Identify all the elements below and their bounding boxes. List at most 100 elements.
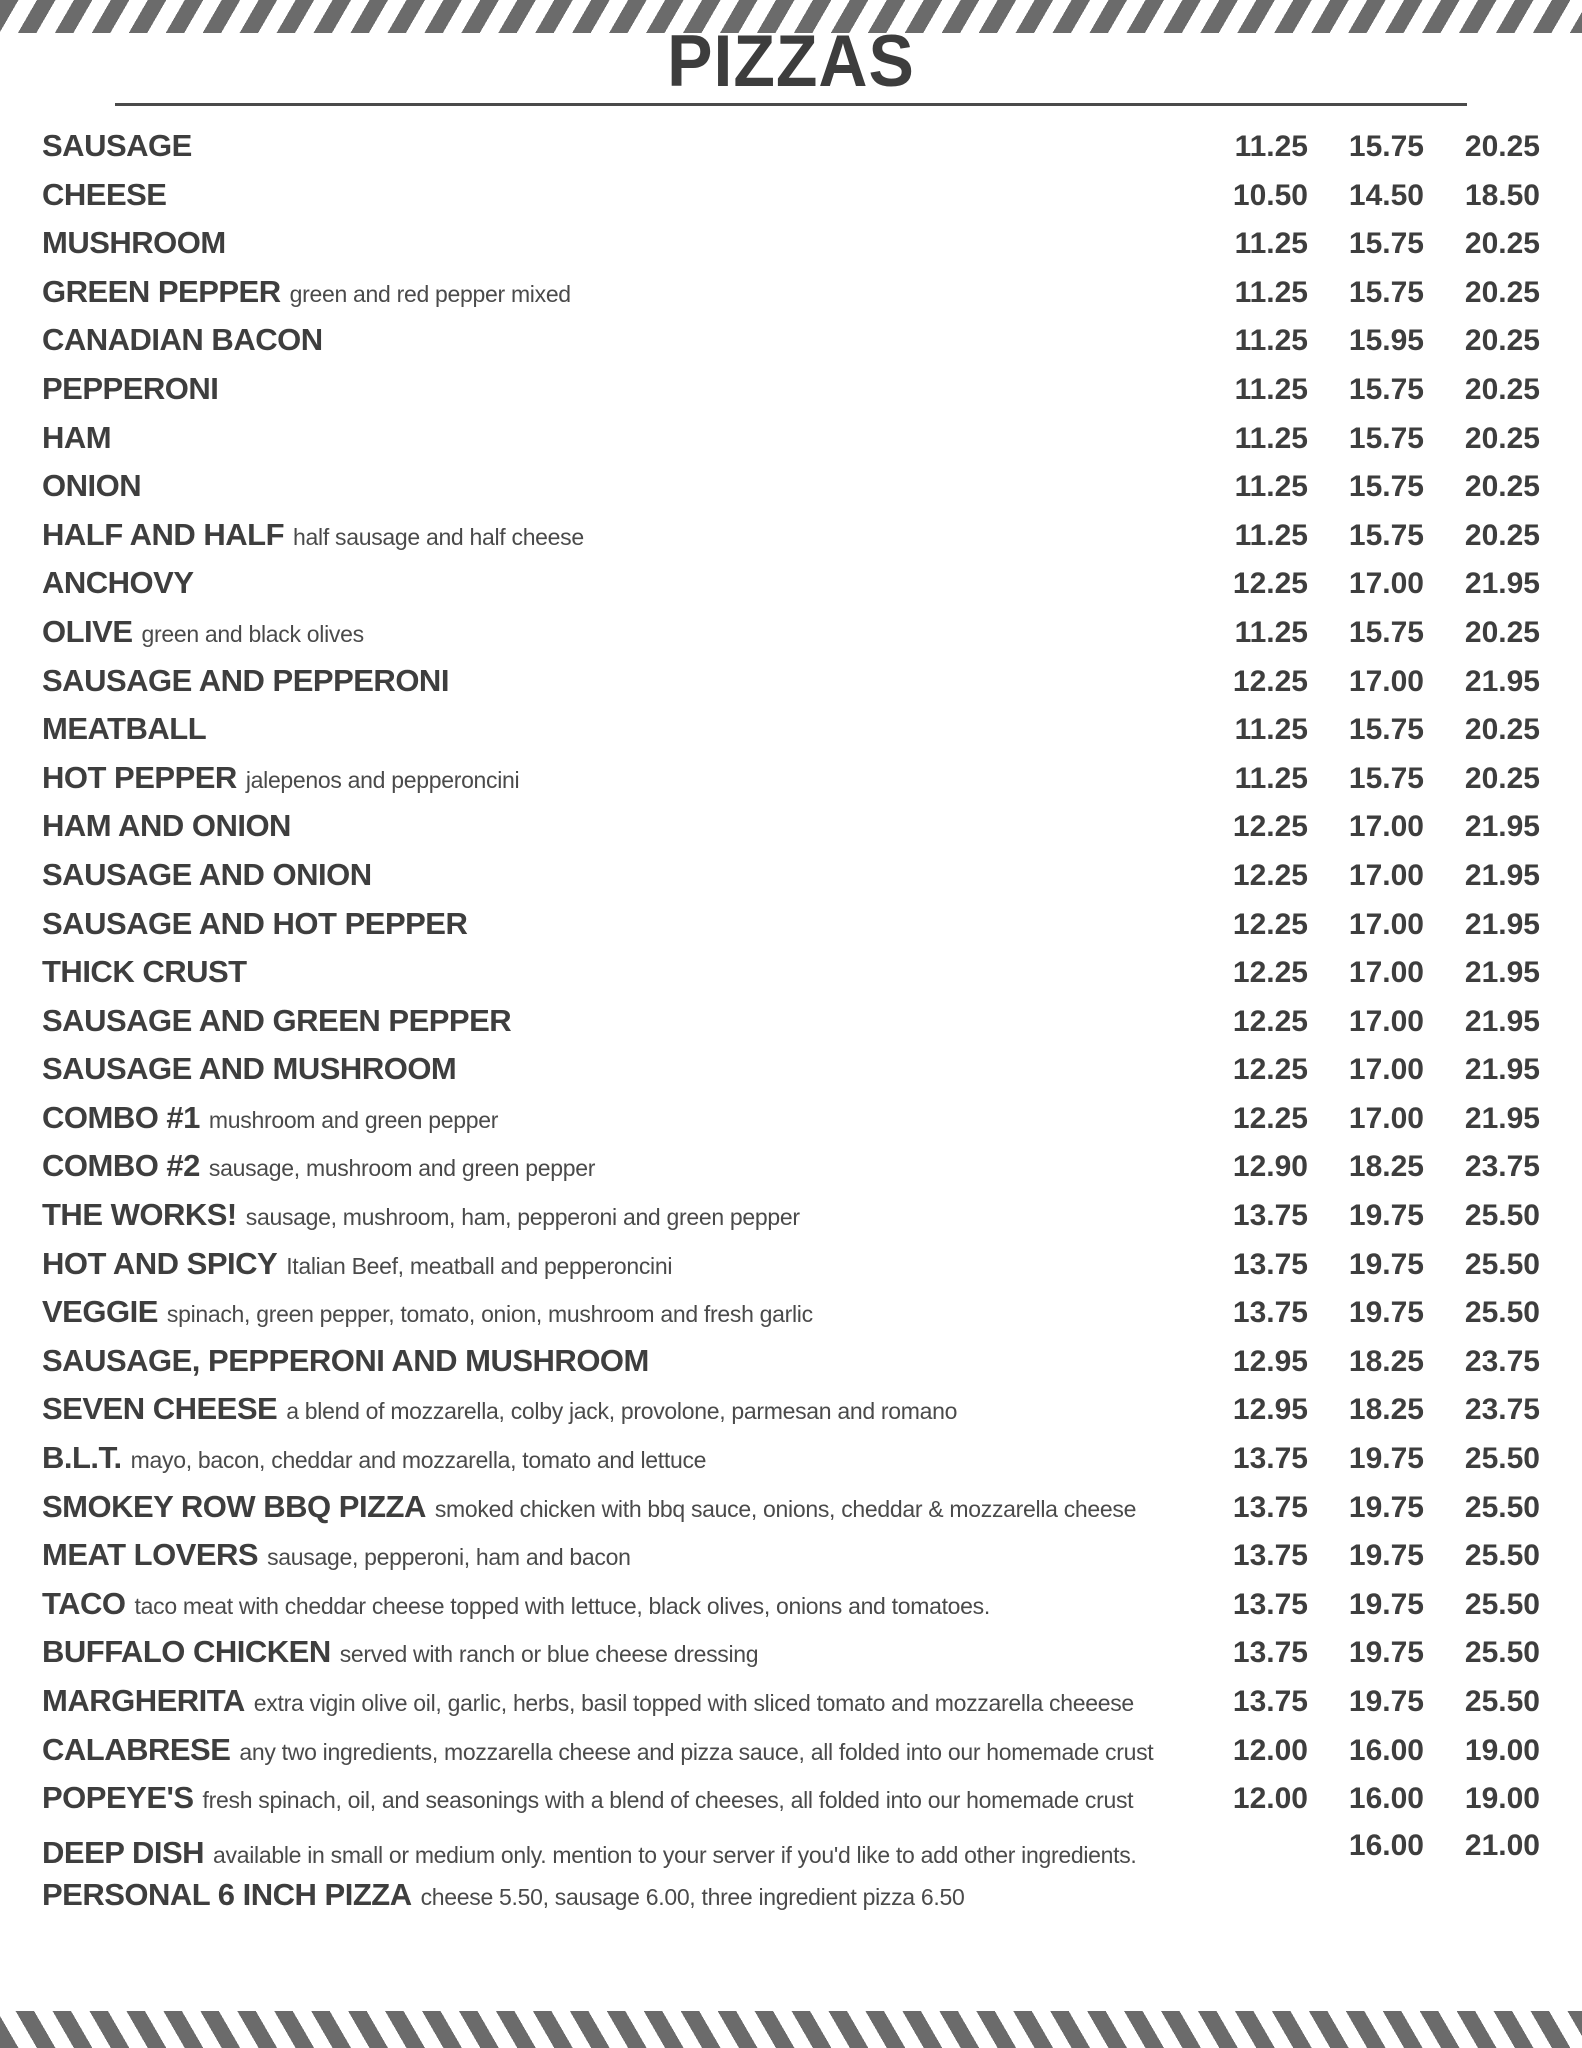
item-description: sausage, mushroom, ham, pepperoni and gr… <box>245 1204 800 1231</box>
item-price-large: 20.25 <box>1464 470 1540 504</box>
menu-item-text: HOT AND SPICY Italian Beef, meatball and … <box>42 1246 1192 1282</box>
item-prices: 11.25 15.75 20.25 <box>1192 422 1540 456</box>
menu-item-row: THICK CRUST 12.25 17.00 21.95 <box>42 954 1540 1003</box>
menu-item-row: HOT AND SPICY Italian Beef, meatball and … <box>42 1246 1540 1295</box>
item-prices: 11.25 15.75 20.25 <box>1192 470 1540 504</box>
top-stripe-border <box>0 0 1582 33</box>
item-prices: 12.25 17.00 21.95 <box>1192 810 1540 844</box>
item-name: SAUSAGE AND GREEN PEPPER <box>42 1002 512 1038</box>
menu-item-text: ONION <box>42 468 1192 504</box>
menu-item-text: PERSONAL 6 INCH PIZZA cheese 5.50, sausag… <box>42 1877 1192 1913</box>
item-price-small: 11.25 <box>1234 227 1308 261</box>
item-name: SAUSAGE AND PEPPERONI <box>42 662 449 698</box>
item-name: ONION <box>42 468 142 504</box>
item-name: HAM AND ONION <box>42 808 291 844</box>
menu-item-text: MARGHERITA extra vigin olive oil, garlic,… <box>42 1683 1192 1719</box>
item-price-medium: 15.75 <box>1348 713 1424 747</box>
menu-item-row: MEATBALL 11.25 15.75 20.25 <box>42 711 1540 760</box>
item-price-medium: 17.00 <box>1348 907 1424 941</box>
menu-item-row: SAUSAGE AND PEPPERONI 12.25 17.00 21.95 <box>42 663 1540 712</box>
menu-item-row: BUFFALO CHICKEN served with ranch or blue… <box>42 1634 1540 1683</box>
menu-item-text: PEPPERONI <box>42 371 1192 407</box>
item-price-medium: 15.75 <box>1348 761 1424 795</box>
item-name: HAM <box>42 419 112 455</box>
item-description: spinach, green pepper, tomato, onion, mu… <box>166 1301 813 1328</box>
item-prices: 12.25 17.00 21.95 <box>1192 665 1540 699</box>
item-price-large: 23.75 <box>1464 1344 1540 1378</box>
item-price-large: 25.50 <box>1464 1199 1540 1233</box>
item-price-large: 20.25 <box>1464 130 1540 163</box>
item-price-small: 11.25 <box>1234 615 1308 649</box>
item-price-large: 25.50 <box>1464 1587 1540 1621</box>
menu-item-row: VEGGIE spinach, green pepper, tomato, oni… <box>42 1294 1540 1343</box>
menu-item-row: ONION 11.25 15.75 20.25 <box>42 468 1540 517</box>
menu-item-text: HAM AND ONION <box>42 808 1192 844</box>
menu-item-text: SAUSAGE AND ONION <box>42 857 1192 893</box>
item-price-small: 13.75 <box>1232 1247 1308 1281</box>
item-description: mushroom and green pepper <box>208 1106 499 1133</box>
item-price-large: 20.25 <box>1464 421 1540 455</box>
item-price-small: 11.25 <box>1234 324 1308 358</box>
item-description: available in small or medium only. menti… <box>213 1841 1137 1868</box>
item-price-medium: 14.50 <box>1348 178 1424 212</box>
item-price-small: 12.25 <box>1232 1004 1308 1038</box>
item-price-small: 13.75 <box>1232 1490 1308 1524</box>
item-price-medium: 15.75 <box>1348 130 1424 163</box>
item-name: SEVEN CHEESE <box>42 1391 278 1427</box>
menu-item-row: THE WORKS! sausage, mushroom, ham, pepper… <box>42 1197 1540 1246</box>
item-price-small: 12.95 <box>1232 1344 1308 1378</box>
menu-item-text: COMBO #1 mushroom and green pepper <box>42 1100 1192 1136</box>
menu-item-text: GREEN PEPPER green and red pepper mixed <box>42 274 1192 310</box>
item-prices: 12.25 17.00 21.95 <box>1192 908 1540 942</box>
item-name: SAUSAGE <box>42 128 192 163</box>
item-price-large: 21.95 <box>1464 664 1540 698</box>
bottom-stripe-border <box>0 2011 1582 2048</box>
item-price-medium: 16.00 <box>1348 1733 1424 1767</box>
item-price-medium: 18.25 <box>1348 1150 1424 1184</box>
menu-item-text: VEGGIE spinach, green pepper, tomato, oni… <box>42 1294 1192 1330</box>
item-name: SAUSAGE AND ONION <box>42 856 372 892</box>
item-description: sausage, pepperoni, ham and bacon <box>267 1544 631 1571</box>
menu-item-text: SAUSAGE AND GREEN PEPPER <box>42 1003 1192 1039</box>
item-price-large: 25.50 <box>1464 1442 1540 1476</box>
item-price-small: 13.75 <box>1232 1636 1308 1670</box>
item-price-small: 13.75 <box>1232 1539 1308 1573</box>
item-name: HOT PEPPER <box>42 759 237 795</box>
menu-item-text: SMOKEY ROW BBQ PIZZA smoked chicken with … <box>42 1489 1192 1525</box>
item-price-large: 18.50 <box>1464 178 1540 212</box>
item-price-small: 13.75 <box>1232 1296 1308 1330</box>
item-name: COMBO #1 <box>42 1099 200 1135</box>
menu-item-text: SAUSAGE, PEPPERONI AND MUSHROOM <box>42 1343 1192 1379</box>
item-name: PERSONAL 6 INCH PIZZA <box>42 1877 412 1913</box>
item-price-large: 23.75 <box>1464 1150 1540 1184</box>
item-price-medium: 19.75 <box>1348 1442 1424 1476</box>
menu-item-row: HOT PEPPER jalepenos and pepperoncini 11.… <box>42 760 1540 809</box>
menu-item-text: SAUSAGE AND HOT PEPPER <box>42 906 1192 942</box>
item-price-small: 12.25 <box>1232 858 1308 892</box>
item-prices: 12.95 18.25 23.75 <box>1192 1345 1540 1379</box>
menu-item-text: THE WORKS! sausage, mushroom, ham, pepper… <box>42 1197 1192 1233</box>
item-prices: 12.25 17.00 21.95 <box>1192 1005 1540 1039</box>
item-name: ANCHOVY <box>42 565 194 601</box>
item-price-small: 11.25 <box>1234 372 1308 406</box>
item-prices: 12.25 17.00 21.95 <box>1192 1053 1540 1087</box>
menu-item-row: HAM AND ONION 12.25 17.00 21.95 <box>42 808 1540 857</box>
item-price-small: 12.25 <box>1232 810 1308 844</box>
item-prices: 11.25 15.75 20.25 <box>1192 130 1540 164</box>
menu-item-text: THICK CRUST <box>42 954 1192 990</box>
item-prices: 13.75 19.75 25.50 <box>1192 1685 1540 1719</box>
item-prices: 16.00 21.00 <box>1192 1829 1540 1863</box>
menu-item-text: CANADIAN BACON <box>42 322 1192 358</box>
header: PIZZAS <box>100 18 1482 106</box>
menu-item-text: TACO taco meat with cheddar cheese topped… <box>42 1586 1192 1622</box>
menu-item-text: SAUSAGE AND MUSHROOM <box>42 1051 1192 1087</box>
item-prices: 11.25 15.75 20.25 <box>1192 519 1540 553</box>
item-prices: 12.25 17.00 21.95 <box>1192 859 1540 893</box>
item-price-small: 10.50 <box>1232 178 1308 212</box>
item-price-large: 19.00 <box>1464 1782 1540 1816</box>
menu-item-row: POPEYE'S fresh spinach, oil, and seasonin… <box>42 1780 1540 1829</box>
item-price-small: 12.95 <box>1232 1393 1308 1427</box>
item-prices: 13.75 19.75 25.50 <box>1192 1296 1540 1330</box>
item-description: taco meat with cheddar cheese topped wit… <box>134 1592 991 1619</box>
